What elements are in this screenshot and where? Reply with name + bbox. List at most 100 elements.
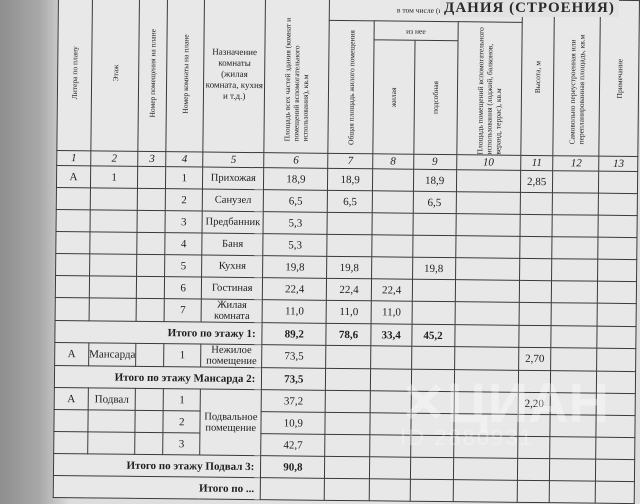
cell-c7 xyxy=(325,368,371,391)
cell-c6: 73,5 xyxy=(261,344,327,369)
total-label: Итого по этажу 1: xyxy=(54,320,263,345)
column-number: 3 xyxy=(137,151,167,167)
cell-empty xyxy=(453,457,518,481)
cell-empty xyxy=(597,326,637,349)
cell-letter xyxy=(55,253,90,276)
cell-c8 xyxy=(369,478,410,502)
cell-note xyxy=(597,303,637,327)
total-label: Итого по этажу Мансарда 2: xyxy=(54,365,262,390)
column-number: 12 xyxy=(553,155,600,172)
header-letter: Литера по плану xyxy=(56,0,93,151)
cell-c8: 33,4 xyxy=(370,323,412,347)
cell-c9 xyxy=(412,235,456,258)
cell-premise-number xyxy=(136,232,166,255)
cell-c11 xyxy=(518,302,552,326)
cell-c6: 42,7 xyxy=(260,433,326,457)
cell-c7 xyxy=(327,212,373,235)
cell-empty xyxy=(551,325,598,349)
cell-premise-number xyxy=(135,388,164,411)
cell-empty xyxy=(549,480,596,504)
cell-c10 xyxy=(454,301,519,326)
cell-c8 xyxy=(369,456,411,480)
cell-letter xyxy=(55,231,90,254)
cell-c8: 22,4 xyxy=(371,278,413,302)
cell-c7 xyxy=(324,434,370,457)
cell-c8 xyxy=(371,234,413,258)
cell-empty xyxy=(517,458,551,481)
cell-floor xyxy=(90,187,138,211)
cell-premise-number xyxy=(134,432,164,455)
cell-c6: 89,2 xyxy=(262,322,327,346)
cell-room-number: 6 xyxy=(164,276,202,300)
cell-floor xyxy=(89,209,138,233)
cell-c6: 5,3 xyxy=(263,211,328,235)
cell-unauthorized xyxy=(552,170,600,194)
header-height: Высота, м xyxy=(520,0,555,156)
total-label: Итого по ... xyxy=(53,475,261,500)
cell-floor xyxy=(89,275,137,299)
cell-c11 xyxy=(519,192,553,215)
cell-c6 xyxy=(260,477,325,501)
cell-c8 xyxy=(371,212,413,236)
cell-c11 xyxy=(519,258,553,281)
cell-letter xyxy=(53,409,89,432)
cell-c7 xyxy=(324,478,370,501)
cell-letter: А xyxy=(54,387,89,410)
cell-c7: 22,4 xyxy=(326,278,372,301)
cell-c6: 6,5 xyxy=(263,189,328,213)
column-number: 2 xyxy=(90,150,139,167)
cell-premise-number xyxy=(136,298,165,322)
cell-empty xyxy=(516,480,550,503)
cell-premise-number xyxy=(137,188,166,211)
cell-floor: 1 xyxy=(90,165,138,189)
cell-c7: 11,0 xyxy=(326,300,372,324)
cell-note xyxy=(598,237,637,260)
cell-c6: 73,5 xyxy=(261,367,326,391)
cell-room-purpose: Гостиная xyxy=(201,277,263,300)
cell-floor: Подвал xyxy=(88,387,136,411)
cell-c8 xyxy=(370,345,412,370)
cell-c7: 19,8 xyxy=(326,256,372,279)
cell-premise-number xyxy=(135,343,165,367)
cell-room-number: 1 xyxy=(165,166,203,190)
cell-room-number: 5 xyxy=(164,254,202,278)
cell-room-purpose: Жилая комната xyxy=(201,299,263,323)
cell-c9: 18,9 xyxy=(412,169,457,192)
cell-room-purpose: Баня xyxy=(201,233,264,256)
cell-c10 xyxy=(456,169,521,193)
cell-c9 xyxy=(409,479,454,502)
cell-letter: А xyxy=(56,165,91,188)
watermark-id: ID 2880931 xyxy=(400,425,534,450)
cell-c9 xyxy=(411,346,455,370)
cell-room-number: 1 xyxy=(163,388,201,412)
header-utility: подсобная xyxy=(413,40,458,155)
cell-letter xyxy=(53,431,88,454)
column-number: 1 xyxy=(56,150,91,166)
cell-note xyxy=(596,437,635,460)
cell-room-purpose: Кухня xyxy=(201,255,264,278)
cell-premise-number xyxy=(136,254,165,277)
column-number: 4 xyxy=(165,151,204,168)
cell-unauthorized xyxy=(551,347,598,372)
header-total-area: Площадь всех частей здания (комнат и пом… xyxy=(264,0,330,154)
cell-note xyxy=(597,348,636,372)
cell-room-purpose: Санузел xyxy=(202,189,264,212)
cell-premise-number xyxy=(135,410,164,433)
cell-c9: 6,5 xyxy=(412,191,457,214)
cell-premise-number xyxy=(136,276,165,299)
cell-letter xyxy=(56,187,91,210)
cell-letter xyxy=(55,275,90,298)
cell-letter: А xyxy=(54,342,89,366)
cell-c7: 78,6 xyxy=(326,323,372,346)
cell-unauthorized xyxy=(552,214,599,238)
cell-empty xyxy=(549,458,597,482)
header-premise-number: Номер помещения на плане xyxy=(138,0,168,152)
cell-floor xyxy=(87,431,136,455)
column-number: 9 xyxy=(413,154,457,170)
cell-c10 xyxy=(454,279,520,303)
cell-c6: 90,8 xyxy=(260,455,325,479)
cell-c8 xyxy=(372,168,414,192)
cell-c6: 19,8 xyxy=(262,255,328,279)
cell-floor: Мансарда xyxy=(88,342,137,367)
column-number: 11 xyxy=(520,155,554,171)
